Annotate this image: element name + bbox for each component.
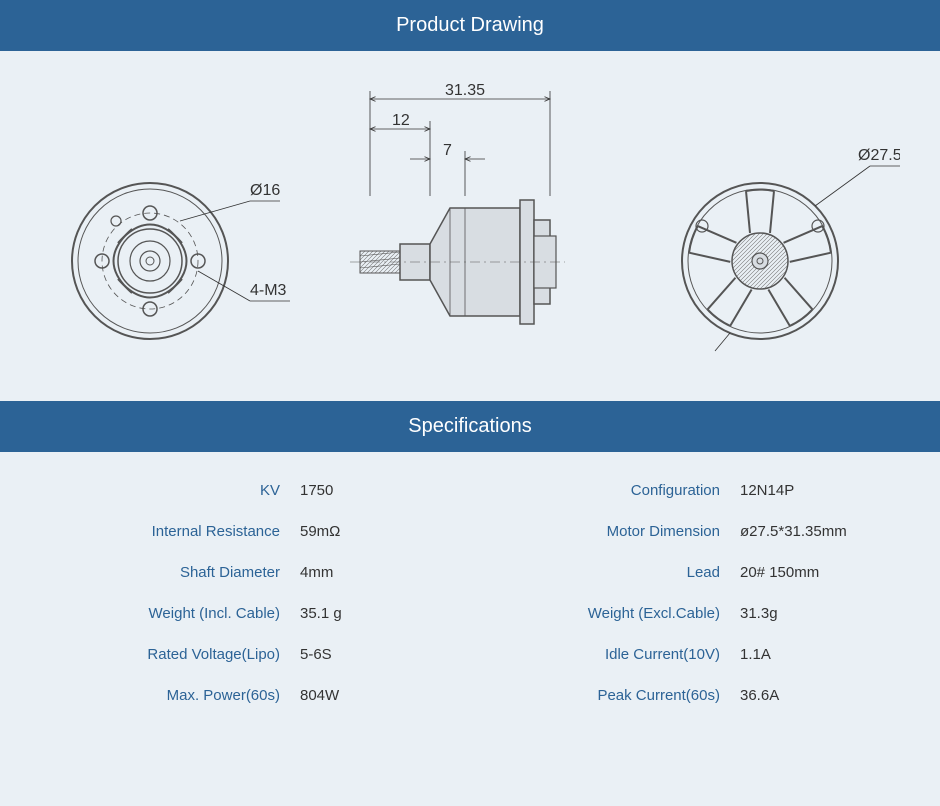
dim-len2: 12 <box>392 112 410 129</box>
spec-md-value: ø27.5*31.35mm <box>740 523 920 540</box>
spec-ic-label: Idle Current(10V) <box>470 646 720 663</box>
spec-sd-label: Shaft Diameter <box>80 564 280 581</box>
spec-rv-label: Rated Voltage(Lipo) <box>80 646 280 663</box>
spec-rv-value: 5-6S <box>300 646 450 663</box>
spec-lead-value: 20# 150mm <box>740 564 920 581</box>
spec-sd-value: 4mm <box>300 564 450 581</box>
spec-mp-label: Max. Power(60s) <box>80 687 280 704</box>
specs-header: Specifications <box>0 401 940 452</box>
dim-len3: 7 <box>443 142 452 159</box>
dim-bolt-circle: Ø16 <box>250 182 280 199</box>
spec-ir-value: 59mΩ <box>300 523 450 540</box>
spec-config-value: 12N14P <box>740 482 920 499</box>
left-view: Ø16 4-M3 <box>72 182 290 339</box>
product-drawing-svg: Ø16 4-M3 31.35 12 7 <box>40 81 900 381</box>
spec-ir-label: Internal Resistance <box>80 523 280 540</box>
spec-config-label: Configuration <box>470 482 720 499</box>
dim-overall-length: 31.35 <box>445 82 485 99</box>
dim-mount-holes: 4-M3 <box>250 282 287 299</box>
spec-kv-label: KV <box>80 482 280 499</box>
spec-ic-value: 1.1A <box>740 646 920 663</box>
drawing-header: Product Drawing <box>0 0 940 51</box>
dim-outer-diameter: Ø27.5 <box>858 147 900 164</box>
spec-md-label: Motor Dimension <box>470 523 720 540</box>
spec-wec-label: Weight (Excl.Cable) <box>470 605 720 622</box>
spec-pc-label: Peak Current(60s) <box>470 687 720 704</box>
spec-pc-value: 36.6A <box>740 687 920 704</box>
spec-lead-label: Lead <box>470 564 720 581</box>
spec-wec-value: 31.3g <box>740 605 920 622</box>
top-view: Ø27.5 <box>682 147 900 351</box>
side-view: 31.35 12 7 <box>350 82 565 324</box>
spec-kv-value: 1750 <box>300 482 450 499</box>
spec-grid: KV 1750 Configuration 12N14P Internal Re… <box>0 452 940 714</box>
spec-wic-value: 35.1 g <box>300 605 450 622</box>
spec-area: KV 1750 Configuration 12N14P Internal Re… <box>0 452 940 744</box>
drawing-area: Ø16 4-M3 31.35 12 7 <box>0 51 940 401</box>
spec-wic-label: Weight (Incl. Cable) <box>80 605 280 622</box>
spec-mp-value: 804W <box>300 687 450 704</box>
